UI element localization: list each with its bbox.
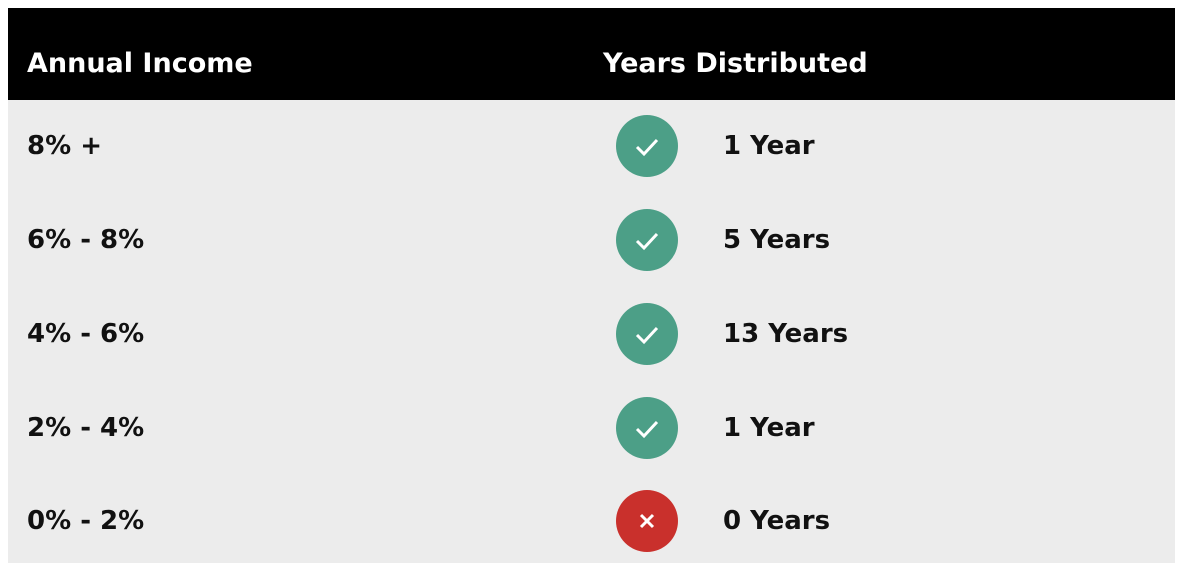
- table-row: 4% - 6% 13 Years: [8, 288, 1175, 381]
- income-table: Annual Income Years Distributed 8% + 1 Y…: [8, 8, 1175, 563]
- years-cell: 1 Year: [723, 131, 815, 161]
- table-row: 2% - 4% 1 Year: [8, 382, 1175, 475]
- income-cell: 6% - 8%: [27, 225, 145, 255]
- years-cell: 1 Year: [723, 413, 815, 443]
- table-row: 0% - 2% 0 Years: [8, 475, 1175, 568]
- check-icon: [616, 115, 678, 177]
- years-cell: 0 Years: [723, 506, 831, 536]
- income-cell: 2% - 4%: [27, 413, 145, 443]
- table-header: Annual Income Years Distributed: [8, 8, 1175, 100]
- header-cell: Years Distributed: [603, 48, 868, 79]
- table-row: 8% + 1 Year: [8, 100, 1175, 193]
- header-cell: Annual Income: [27, 48, 253, 79]
- income-cell: 0% - 2%: [27, 506, 145, 536]
- check-icon: [616, 209, 678, 271]
- check-icon: [616, 397, 678, 459]
- income-cell: 4% - 6%: [27, 319, 145, 349]
- check-icon: [616, 303, 678, 365]
- years-cell: 5 Years: [723, 225, 831, 255]
- cross-icon: [616, 490, 678, 552]
- income-cell: 8% +: [27, 131, 102, 161]
- table-row: 6% - 8% 5 Years: [8, 194, 1175, 287]
- years-cell: 13 Years: [723, 319, 849, 349]
